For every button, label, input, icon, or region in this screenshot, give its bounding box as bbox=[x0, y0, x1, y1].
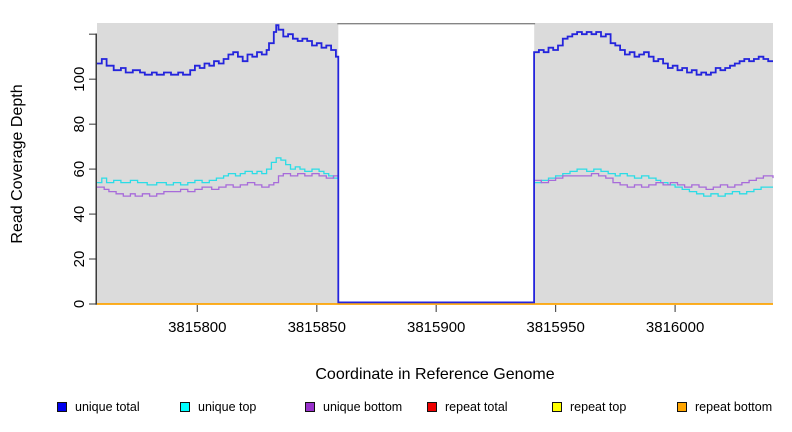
legend-item-unique-top: unique top bbox=[180, 396, 256, 418]
legend-swatch-unique-bottom bbox=[305, 402, 315, 412]
series-unique-bottom-line bbox=[534, 172, 774, 191]
y-tick-label: 0 bbox=[71, 300, 88, 308]
y-tick-label: 40 bbox=[71, 206, 88, 223]
x-tick-label: 3816000 bbox=[646, 319, 704, 336]
legend-label-unique-bottom: unique bottom bbox=[323, 400, 403, 414]
legend: unique total unique top unique bottom re… bbox=[0, 396, 792, 422]
legend-label-unique-total: unique total bbox=[75, 400, 140, 414]
series-unique-top-line bbox=[534, 168, 773, 197]
legend-swatch-unique-top bbox=[180, 402, 190, 412]
y-tick-label: 20 bbox=[71, 251, 88, 268]
x-tick-label: 3815950 bbox=[526, 319, 584, 336]
coverage-chart-svg: 3815800 3815850 3815900 3815950 3816000 … bbox=[9, 23, 774, 383]
x-tick-label: 3815800 bbox=[168, 319, 226, 336]
y-tick-label: 60 bbox=[71, 161, 88, 178]
series-unique-top-line bbox=[97, 157, 339, 186]
chart-layers bbox=[89, 23, 774, 312]
y-axis-title: Read Coverage Depth bbox=[9, 84, 26, 243]
legend-swatch-repeat-top bbox=[552, 402, 562, 412]
legend-item-unique-total: unique total bbox=[57, 396, 140, 418]
legend-swatch-repeat-total bbox=[427, 402, 437, 412]
x-tick-label: 3815850 bbox=[288, 319, 346, 336]
legend-item-repeat-total: repeat total bbox=[427, 396, 508, 418]
x-axis-title: Coordinate in Reference Genome bbox=[315, 366, 554, 383]
x-tick-label: 3815900 bbox=[407, 319, 465, 336]
legend-swatch-unique-total bbox=[57, 402, 67, 412]
x-axis-tick-labels: 3815800 3815850 3815900 3815950 3816000 bbox=[168, 319, 704, 336]
series-unique-bottom-line bbox=[97, 172, 339, 197]
legend-item-repeat-top: repeat top bbox=[552, 396, 626, 418]
legend-label-unique-top: unique top bbox=[198, 400, 257, 414]
series-unique-total-line bbox=[97, 24, 773, 304]
legend-label-repeat-total: repeat total bbox=[445, 400, 508, 414]
masked-region bbox=[338, 23, 535, 304]
legend-item-repeat-bottom: repeat bottom bbox=[677, 396, 772, 418]
legend-label-repeat-bottom: repeat bottom bbox=[695, 400, 773, 414]
y-axis-tick-labels: 0 20 40 60 80 100 bbox=[71, 67, 88, 308]
legend-label-repeat-top: repeat top bbox=[570, 400, 627, 414]
legend-item-unique-bottom: unique bottom bbox=[305, 396, 402, 418]
y-tick-label: 100 bbox=[71, 67, 88, 92]
y-tick-label: 80 bbox=[71, 116, 88, 133]
legend-swatch-repeat-bottom bbox=[677, 402, 687, 412]
